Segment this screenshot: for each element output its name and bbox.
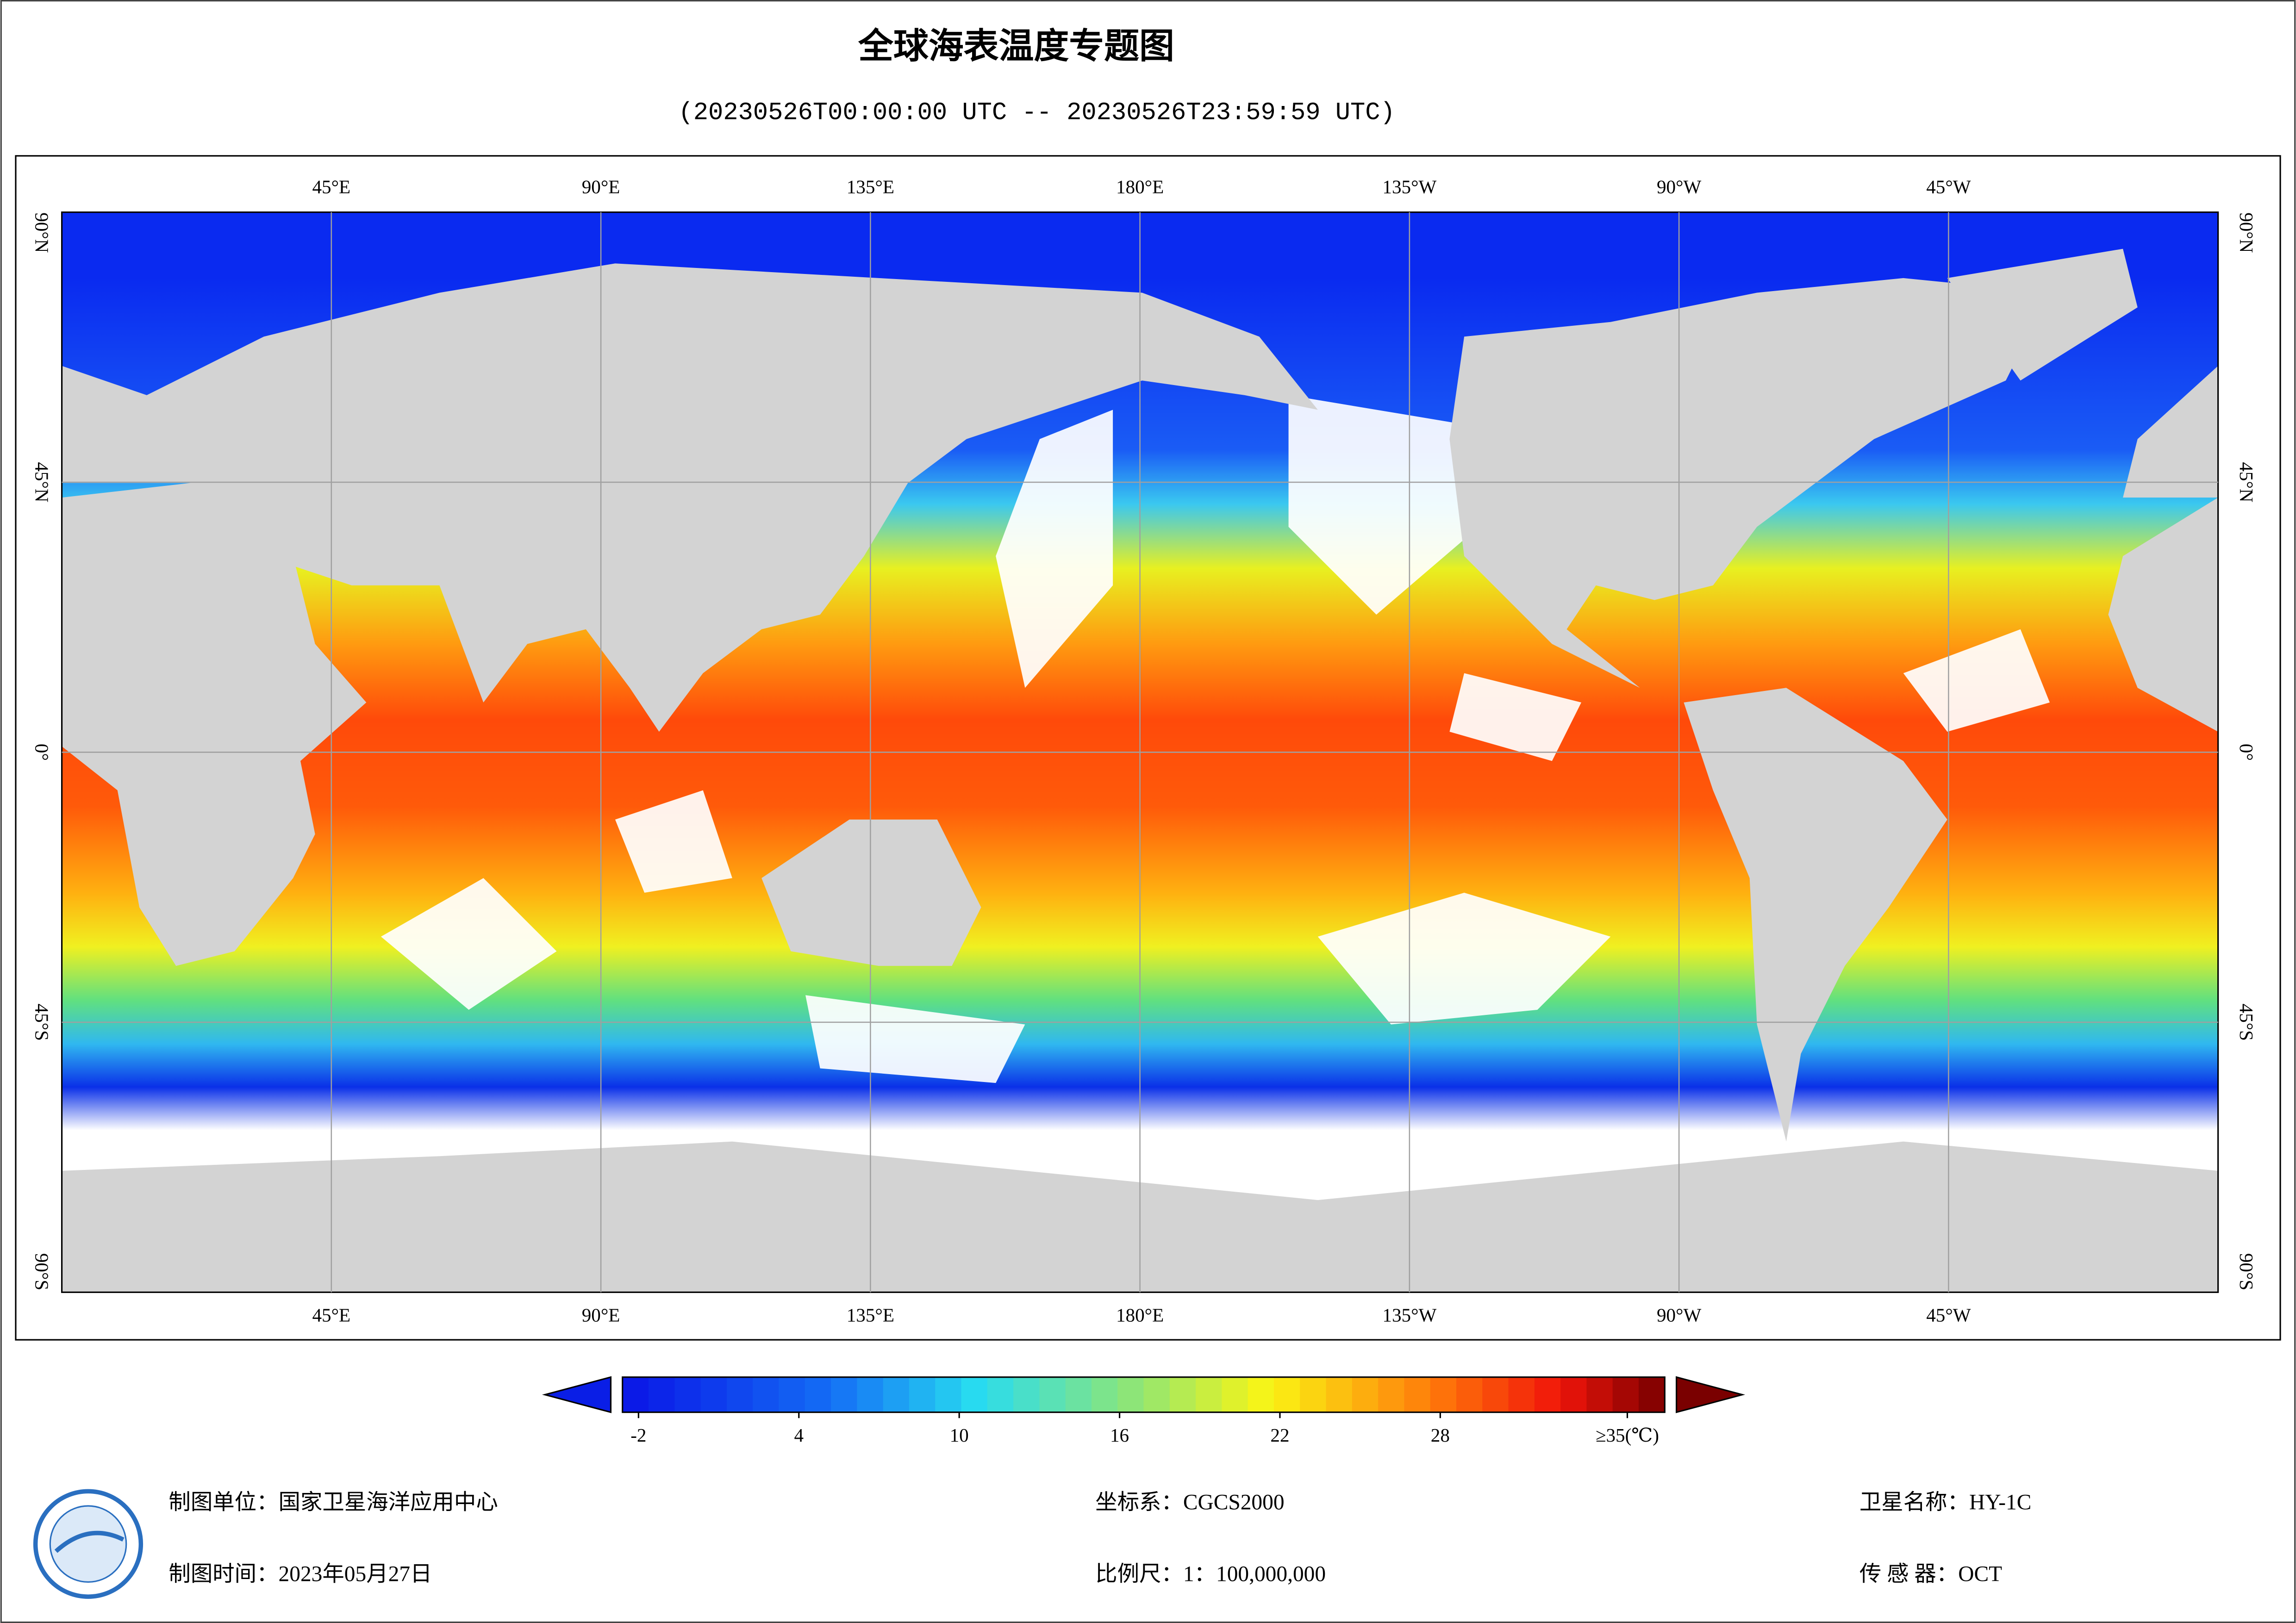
colorbar-swatch [1222,1377,1248,1412]
colorbar-swatch [753,1377,780,1412]
lat-label-left: 0° [31,744,53,761]
colorbar-border [622,1376,1666,1413]
colorbar-swatch [1378,1377,1405,1412]
lon-label-bottom: 90°E [582,1305,620,1326]
colorbar-swatch [1273,1377,1301,1412]
colorbar-swatch [1143,1377,1170,1412]
colorbar-swatch [1534,1377,1561,1412]
lon-label-top: 135°E [847,176,894,197]
cloud-gaps [381,395,2050,1083]
colorbar-swatch [857,1377,884,1412]
lon-label-top: 135°W [1382,176,1436,197]
colorbar-swatch [1612,1377,1639,1412]
colorbar-swatch [1039,1377,1066,1412]
lon-label-bottom: 180°E [1116,1305,1164,1326]
colorbar-swatch [1586,1377,1613,1412]
lat-label-left: 45°S [31,1004,53,1041]
lon-label-top: 45°W [1926,176,1971,197]
colorbar-swatch [1482,1377,1509,1412]
lon-label-top: 90°E [582,176,620,197]
colorbar-swatch [987,1377,1014,1412]
lat-label-right: 45°S [2236,1004,2257,1041]
colorbar-swatch [622,1377,649,1412]
colorbar-swatch [649,1377,675,1412]
colorbar-swatch [909,1377,936,1412]
colorbar-swatch [674,1377,701,1412]
colorbar-swatch [961,1377,988,1412]
lat-label-right: 90°S [2236,1253,2257,1290]
map-area [61,211,2219,1293]
lon-label-bottom: 135°W [1382,1305,1436,1326]
colorbar-swatch [1508,1377,1535,1412]
sensor: 传 感 器：OCT [1859,1562,2002,1586]
colorbar-swatch [1169,1377,1197,1412]
colorbar-tick-label: 10 [950,1424,969,1446]
colorbar-swatch [1639,1377,1666,1412]
colorbar-swatch [935,1377,962,1412]
map-subtitle: (20230526T00:00:00 UTC -- 20230526T23:59… [679,99,1395,127]
colorbar-extend-high [1676,1376,1746,1413]
colorbar-swatch [883,1377,910,1412]
lat-label-right: 45°N [2236,462,2257,502]
colorbar-swatch [805,1377,831,1412]
colorbar-swatch [1091,1377,1118,1412]
colorbar-swatch [1300,1377,1327,1412]
colorbar-swatch [1456,1377,1483,1412]
colorbar-swatch [1430,1377,1457,1412]
satellite: 卫星名称：HY-1C [1859,1491,2031,1515]
logo-inner [49,1505,127,1583]
colorbar-swatch [1065,1377,1092,1412]
footer: 制图单位：国家卫星海洋应用中心 制图时间：2023年05月27日 坐标系：CGC… [33,1489,2031,1599]
colorbar-tick-label: -2 [630,1424,646,1446]
scale: 比例尺：1：100,000,000 [1095,1562,1326,1586]
lon-label-top: 90°W [1657,176,1702,197]
lon-label-top: 180°E [1116,176,1164,197]
colorbar-tick-label: 16 [1110,1424,1129,1446]
colorbar-extend-low [542,1376,612,1413]
crs: 坐标系：CGCS2000 [1095,1491,1284,1515]
colorbar-tick-label: 22 [1270,1424,1289,1446]
logo-orbit [54,1530,125,1553]
colorbar-tick-label: 28 [1431,1424,1450,1446]
colorbar-swatch [700,1377,727,1412]
lon-label-bottom: 45°W [1926,1305,1971,1326]
lat-label-left: 45°N [31,462,53,502]
lat-label-right: 0° [2236,744,2257,761]
colorbar-swatch [779,1377,805,1412]
colorbar-swatch [1013,1377,1040,1412]
date: 制图时间：2023年05月27日 [168,1562,432,1586]
colorbar-swatch [1117,1377,1144,1412]
lon-label-bottom: 135°E [847,1305,894,1326]
lat-label-left: 90°S [31,1253,53,1290]
colorbar-swatch [1560,1377,1587,1412]
lat-label-right: 90°N [2236,212,2257,253]
colorbar-tick-label: ≥35(℃) [1596,1424,1659,1446]
colorbar-swatch [831,1377,858,1412]
colorbar-swatch [1352,1377,1379,1412]
lat-label-left: 90°N [31,212,53,253]
colorbar: -2 4 10 16 22 28 ≥35(℃) [542,1376,1746,1446]
colorbar-tick-label: 4 [794,1424,804,1446]
producer: 制图单位：国家卫星海洋应用中心 [168,1491,498,1515]
colorbar-swatch [1404,1377,1431,1412]
colorbar-swatch [1248,1377,1274,1412]
colorbar-swatch [1196,1377,1223,1412]
colorbar-swatch [1326,1377,1353,1412]
map-frame [15,155,2281,1341]
colorbar-swatch [726,1377,754,1412]
lon-label-bottom: 45°E [312,1305,350,1326]
map-title: 全球海表温度专题图 [858,25,1174,66]
lon-label-bottom: 90°W [1657,1305,1702,1326]
lon-label-top: 45°E [312,176,350,197]
